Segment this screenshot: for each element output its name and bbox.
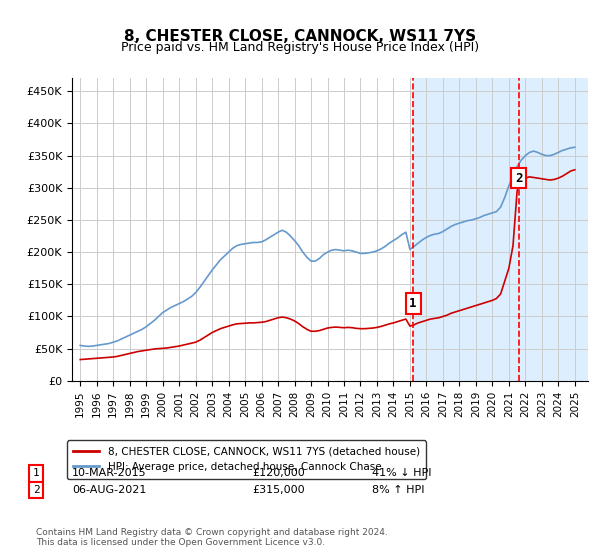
Text: 41% ↓ HPI: 41% ↓ HPI (372, 468, 431, 478)
Text: 8, CHESTER CLOSE, CANNOCK, WS11 7YS: 8, CHESTER CLOSE, CANNOCK, WS11 7YS (124, 29, 476, 44)
Text: 06-AUG-2021: 06-AUG-2021 (72, 485, 146, 495)
Text: 2: 2 (32, 485, 40, 495)
Text: 1: 1 (409, 297, 417, 310)
Text: £120,000: £120,000 (252, 468, 305, 478)
Text: 10-MAR-2015: 10-MAR-2015 (72, 468, 146, 478)
Text: 8% ↑ HPI: 8% ↑ HPI (372, 485, 425, 495)
Text: Contains HM Land Registry data © Crown copyright and database right 2024.
This d: Contains HM Land Registry data © Crown c… (36, 528, 388, 547)
Text: 1: 1 (32, 468, 40, 478)
Text: Price paid vs. HM Land Registry's House Price Index (HPI): Price paid vs. HM Land Registry's House … (121, 41, 479, 54)
Bar (413, 78, 588, 381)
Text: 2: 2 (515, 171, 523, 185)
Text: £315,000: £315,000 (252, 485, 305, 495)
Legend: 8, CHESTER CLOSE, CANNOCK, WS11 7YS (detached house), HPI: Average price, detach: 8, CHESTER CLOSE, CANNOCK, WS11 7YS (det… (67, 441, 426, 479)
